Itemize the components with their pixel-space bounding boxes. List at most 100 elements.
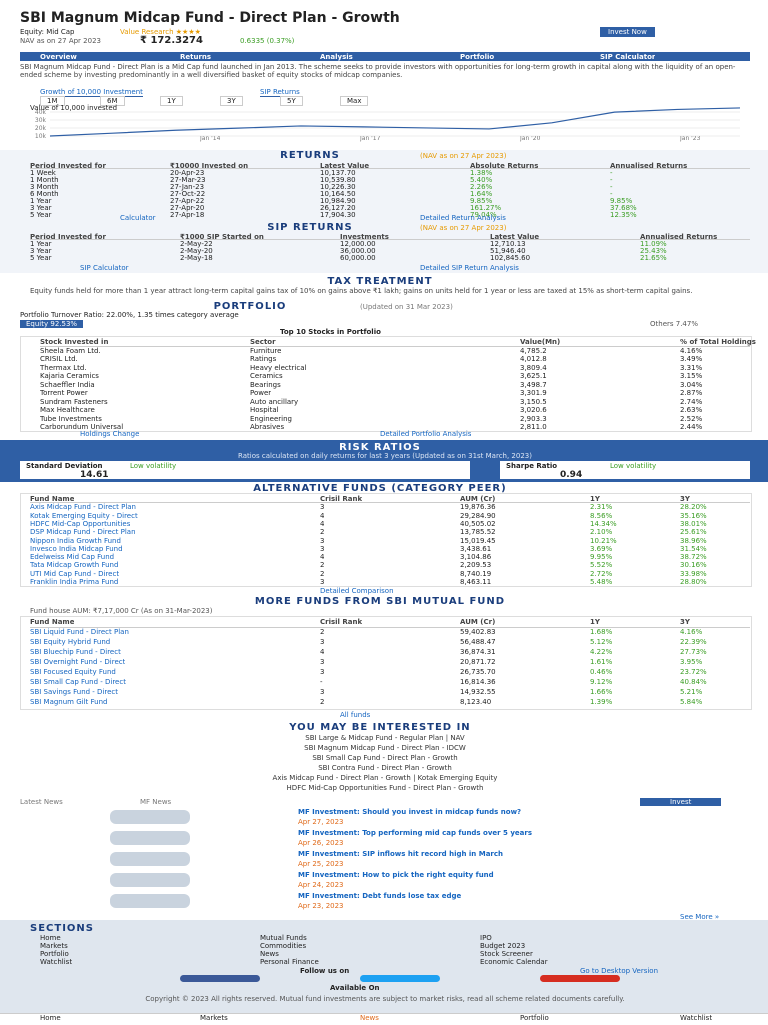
section-link[interactable]: Personal Finance (260, 958, 319, 966)
table-cell: 12,000.00 (340, 240, 376, 248)
section-link[interactable]: IPO (480, 934, 492, 942)
table-cell: 10,539.80 (320, 176, 356, 184)
interested-link[interactable]: SBI Contra Fund - Direct Plan - Growth (318, 764, 452, 772)
interested-link[interactable]: SBI Magnum Midcap Fund - Direct Plan - I… (304, 744, 466, 752)
news-tab[interactable]: MF News (140, 798, 172, 806)
table-cell: 11.09% (640, 240, 667, 248)
link[interactable]: Detailed Return Analysis (420, 214, 506, 222)
news-title[interactable]: MF Investment: Top performing mid cap fu… (298, 829, 533, 837)
interested-link[interactable]: Axis Midcap Fund - Direct Plan - Growth … (272, 774, 498, 782)
table-cell: 21.65% (640, 254, 667, 262)
risk-card (20, 461, 470, 479)
invest-button[interactable]: Invest (640, 798, 722, 807)
period-button[interactable]: 1Y (160, 96, 183, 107)
tab[interactable]: Returns (180, 53, 212, 61)
news-title[interactable]: MF Investment: SIP inflows hit record hi… (298, 850, 503, 858)
news-date: Apr 26, 2023 (298, 839, 344, 847)
column-header: Fund Name (30, 618, 75, 626)
section-link[interactable]: Stock Screener (480, 950, 533, 958)
desktop-link[interactable]: Go to Desktop Version (580, 967, 659, 975)
table-cell: Carborundum Universal (40, 423, 124, 431)
section-link[interactable]: News (260, 950, 279, 958)
link[interactable]: Calculator (120, 214, 156, 222)
news-title[interactable]: MF Investment: How to pick the right equ… (298, 871, 494, 879)
link[interactable]: All funds (340, 711, 371, 719)
chart-tab[interactable]: SIP Returns (260, 88, 300, 98)
tab[interactable]: SIP Calculator (600, 53, 656, 61)
bottom-nav-item[interactable]: Markets (200, 1014, 228, 1022)
header-rule (30, 239, 750, 240)
section-title: ALTERNATIVE FUNDS (CATEGORY PEER) (253, 483, 507, 494)
table-cell: 3 (320, 668, 325, 676)
table-cell: 3 (320, 658, 325, 666)
risk-value: 0.94 (560, 470, 583, 480)
table-cell: 102,845.60 (490, 254, 531, 262)
link[interactable]: Detailed Comparison (320, 587, 394, 595)
table-cell: Heavy electrical (250, 363, 307, 372)
period-button[interactable]: 5Y (280, 96, 303, 107)
section-link[interactable]: Economic Calendar (480, 958, 548, 966)
section-link[interactable]: Mutual Funds (260, 934, 307, 942)
table-cell: 30.16% (680, 561, 707, 570)
table-cell: 17,904.30 (320, 211, 356, 219)
table-cell: - (610, 169, 613, 177)
tab[interactable]: Overview (40, 53, 77, 61)
period-button[interactable]: 6M (100, 96, 125, 107)
section-link[interactable]: Budget 2023 (480, 942, 526, 950)
table-cell: 3,438.61 (460, 544, 492, 553)
see-more[interactable]: See More » (680, 913, 720, 921)
tab[interactable]: Analysis (320, 53, 353, 61)
column-header: % of Total Holdings (680, 338, 756, 346)
news-thumb (110, 894, 190, 908)
section-link[interactable]: Watchlist (40, 958, 73, 966)
bottom-nav-item[interactable]: Home (40, 1014, 61, 1022)
x-label: Jan '23 (680, 136, 701, 142)
table-cell: 28.80% (680, 578, 707, 586)
section-link[interactable]: Portfolio (40, 950, 69, 958)
period-button[interactable]: 3Y (220, 96, 243, 107)
table-cell: 3 (320, 544, 325, 553)
table-cell: SBI Magnum Gilt Fund (30, 698, 108, 706)
bottom-nav-item[interactable]: Portfolio (520, 1014, 549, 1022)
alt-frame (20, 493, 752, 587)
table-cell: Kotak Emerging Equity - Direct (30, 511, 138, 520)
news-date: Apr 25, 2023 (298, 860, 344, 868)
bottom-nav-item[interactable]: News (360, 1014, 379, 1022)
news-thumb (110, 873, 190, 887)
section-title: TAX TREATMENT (327, 276, 433, 287)
section-link[interactable]: Markets (40, 942, 68, 950)
table-cell: 79.04% (470, 211, 497, 219)
period-button[interactable]: Max (340, 96, 369, 107)
returns-bg (0, 150, 768, 273)
chart-tab[interactable]: Growth of 10,000 Investment (40, 88, 143, 98)
news-title[interactable]: MF Investment: Should you invest in midc… (298, 808, 522, 816)
link[interactable]: SIP Calculator (80, 264, 129, 272)
table-cell: 28.20% (680, 503, 707, 512)
interested-link[interactable]: HDFC Mid-Cap Opportunities Fund - Direct… (286, 784, 484, 792)
table-cell: 40.84% (680, 678, 707, 686)
interested-link[interactable]: SBI Small Cap Fund - Direct Plan - Growt… (312, 754, 458, 762)
section-link[interactable]: Home (40, 934, 61, 942)
table-cell: SBI Overnight Fund - Direct (30, 658, 126, 666)
bottom-nav-item[interactable]: Watchlist (680, 1014, 713, 1022)
tab-bar (20, 52, 750, 61)
table-cell: 3,625.1 (520, 372, 547, 380)
section-title: PORTFOLIO (213, 301, 287, 312)
news-title[interactable]: MF Investment: Debt funds lose tax edge (298, 892, 462, 900)
section-title: RISK RATIOS (339, 442, 421, 453)
tab[interactable]: Portfolio (460, 53, 495, 61)
link[interactable]: Detailed SIP Return Analysis (420, 264, 519, 272)
link[interactable]: Holdings Change (80, 430, 140, 438)
interested-link[interactable]: SBI Large & Midcap Fund - Regular Plan |… (305, 734, 465, 742)
link[interactable]: Detailed Portfolio Analysis (380, 430, 472, 438)
table-cell: 25.43% (640, 247, 667, 255)
invest-button[interactable]: Invest Now (600, 27, 655, 38)
table-cell: 27.73% (680, 648, 707, 656)
period-button[interactable]: 1M (40, 96, 65, 107)
table-cell: 20-Apr-23 (170, 169, 205, 177)
section-link[interactable]: Commodities (260, 942, 307, 950)
table-cell: 3 Year (30, 247, 52, 255)
table-cell: 27-Oct-22 (170, 190, 206, 198)
news-tab[interactable]: Latest News (20, 798, 63, 806)
